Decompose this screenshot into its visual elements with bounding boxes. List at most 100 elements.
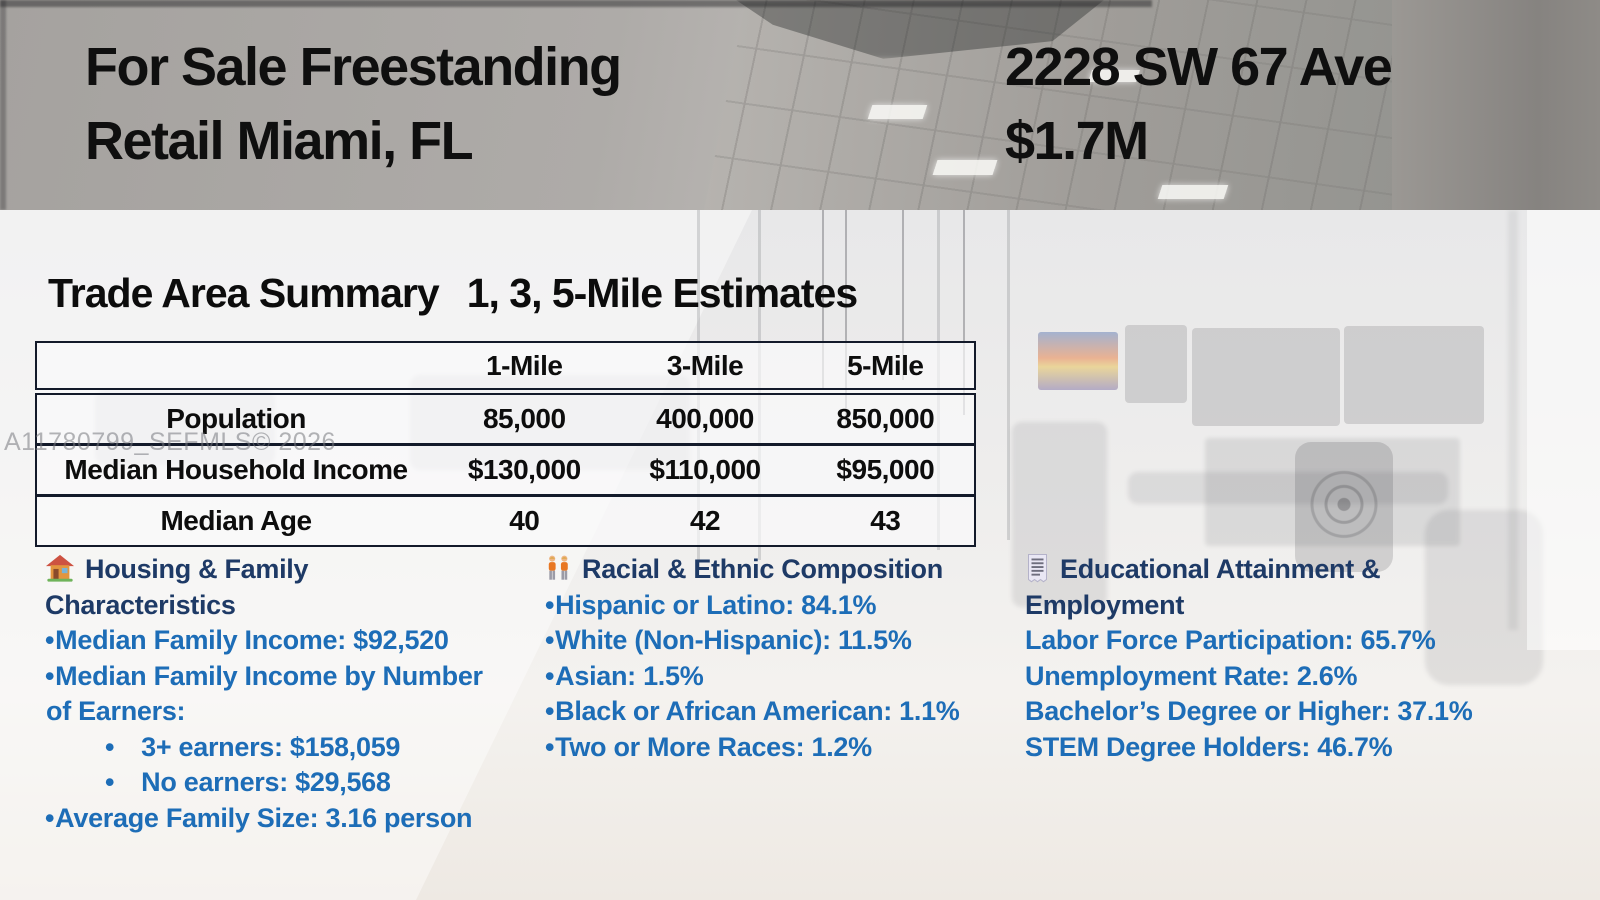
row-value: $110,000 — [613, 443, 797, 496]
bg-cable — [963, 210, 965, 415]
table-header-blank — [36, 342, 436, 395]
bg-ceiling-light — [932, 160, 998, 175]
list-item-text: Black or African American: 1.1% — [555, 696, 960, 726]
bg-fan-grill — [1295, 442, 1393, 572]
bullet: • — [45, 802, 55, 833]
list-item-text: Median Family Income: $92,520 — [55, 625, 449, 655]
bullet: • — [545, 589, 555, 620]
section-title: Educational Attainment & — [1060, 554, 1381, 584]
bg-cable — [845, 210, 847, 425]
section-racial-ethnic: Racial & Ethnic Composition •Hispanic or… — [545, 552, 1020, 765]
section-title-line: Characteristics — [45, 589, 236, 620]
receipt-icon — [1028, 554, 1047, 583]
bg-bright-column — [1527, 210, 1600, 650]
list-item-text: 3+ earners: $158,059 — [141, 731, 401, 762]
bg-cabinet — [1012, 422, 1107, 607]
bg-monitor — [1205, 438, 1460, 546]
list-item-text: Bachelor’s Degree or Higher: 37.1% — [1025, 696, 1473, 726]
list-item: •Black or African American: 1.1% — [545, 694, 1020, 730]
table-header-row: 1-Mile 3-Mile 5-Mile — [36, 342, 975, 395]
bg-monitor-wallpaper — [1038, 332, 1118, 390]
bullet: • — [545, 660, 555, 691]
list-item: •Two or More Races: 1.2% — [545, 730, 1020, 766]
bg-cable — [902, 210, 904, 380]
bg-desk — [1128, 472, 1448, 504]
bullet: • — [105, 731, 115, 762]
table-header-5mile: 5-Mile — [796, 342, 975, 395]
bg-ceiling-light — [1157, 185, 1229, 199]
list-item: • No earners: $29,568 — [45, 765, 530, 801]
list-item: •Hispanic or Latino: 84.1% — [545, 588, 1020, 624]
top-banner: For Sale Freestanding Retail Miami, FL 2… — [0, 0, 1600, 210]
row-value: $95,000 — [796, 443, 975, 496]
list-item-text: Asian: 1.5% — [555, 660, 704, 691]
list-item: •White (Non-Hispanic): 11.5% — [545, 623, 1020, 659]
section-title-line: Housing & Family — [45, 552, 530, 588]
list-item: •Average Family Size: 3.16 person — [45, 801, 530, 837]
bullet: • — [545, 731, 555, 762]
bullet: • — [45, 660, 55, 691]
row-label: Median Household Income — [36, 443, 436, 496]
listing-address-price: 2228 SW 67 Ave $1.7M — [1005, 30, 1393, 178]
table-header-1mile: 1-Mile — [435, 342, 614, 395]
bg-top-shadow — [0, 0, 1152, 7]
listing-title-line1: For Sale Freestanding — [85, 37, 622, 97]
bg-left-shadow — [0, 0, 6, 210]
list-item: Labor Force Participation: 65.7% — [1025, 623, 1570, 659]
list-item-text: Unemployment Rate: 2.6% — [1025, 660, 1358, 691]
row-value: 42 — [613, 494, 797, 546]
bg-chair — [1425, 510, 1543, 685]
table-header-3mile: 3-Mile — [613, 342, 797, 395]
bg-ceiling-light — [867, 105, 928, 119]
bg-monitor — [1344, 326, 1484, 424]
list-item-text: White (Non-Hispanic): 11.5% — [555, 625, 912, 655]
bullet: • — [545, 625, 555, 655]
row-value: 43 — [796, 494, 975, 546]
section-title: Racial & Ethnic Composition — [582, 554, 943, 584]
table-row: Median Household Income $130,000 $110,00… — [36, 443, 975, 496]
bg-ceiling — [704, 0, 1408, 210]
table-row: Population 85,000 400,000 850,000 — [36, 392, 975, 445]
section-title-line: Educational Attainment & — [1025, 552, 1570, 588]
list-item-text: Two or More Races: 1.2% — [555, 731, 872, 762]
people-icon — [548, 555, 568, 580]
bg-monitor — [1125, 325, 1187, 403]
row-label: Median Age — [36, 494, 436, 546]
list-item-text: Average Family Size: 3.16 person — [55, 802, 473, 833]
bg-right-wall — [1392, 0, 1600, 210]
list-item-text: Labor Force Participation: 65.7% — [1025, 625, 1436, 655]
page-title-left: Trade Area Summary — [48, 270, 440, 316]
mls-watermark: A11780799_SEFMLS© 2026 — [4, 428, 336, 456]
page-title-right: 1, 3, 5-Mile Estimates — [466, 270, 858, 316]
row-value: 40 — [435, 494, 614, 546]
bullet: • — [105, 767, 115, 797]
list-item: STEM Degree Holders: 46.7% — [1025, 730, 1570, 766]
bullet: • — [45, 625, 55, 655]
list-item-text: Median Family Income by Number — [55, 660, 483, 691]
list-item-text: Hispanic or Latino: 84.1% — [555, 589, 877, 620]
row-value: $130,000 — [435, 443, 614, 496]
listing-price: $1.7M — [1005, 111, 1149, 171]
bg-monitor — [1192, 328, 1340, 426]
list-item: of Earners: — [45, 694, 530, 730]
row-value: 400,000 — [656, 403, 754, 434]
table-row: Median Age 40 42 43 — [36, 494, 975, 546]
list-item: Bachelor’s Degree or Higher: 37.1% — [1025, 694, 1570, 730]
bg-partition — [1007, 210, 1010, 540]
trade-area-table: 1-Mile 3-Mile 5-Mile Population 85,000 4… — [35, 341, 976, 547]
section-housing-family: Housing & Family Characteristics •Median… — [45, 552, 530, 836]
row-label: Population — [166, 403, 306, 434]
list-item-text: STEM Degree Holders: 46.7% — [1025, 731, 1393, 762]
list-item: • 3+ earners: $158,059 — [45, 730, 530, 766]
list-item: •Median Family Income: $92,520 — [45, 623, 530, 659]
listing-title-line2: Retail Miami, FL — [85, 111, 474, 171]
house-icon — [45, 554, 75, 582]
section-title: Housing & Family — [85, 554, 309, 584]
list-item: •Asian: 1.5% — [545, 659, 1020, 695]
row-value: 850,000 — [836, 403, 935, 434]
section-education-employment: Educational Attainment & Employment Labo… — [1025, 552, 1570, 765]
listing-title: For Sale Freestanding Retail Miami, FL — [85, 30, 622, 178]
list-item-text: of Earners: — [46, 696, 186, 726]
listing-address: 2228 SW 67 Ave — [1005, 37, 1393, 97]
row-value: 85,000 — [482, 403, 566, 434]
